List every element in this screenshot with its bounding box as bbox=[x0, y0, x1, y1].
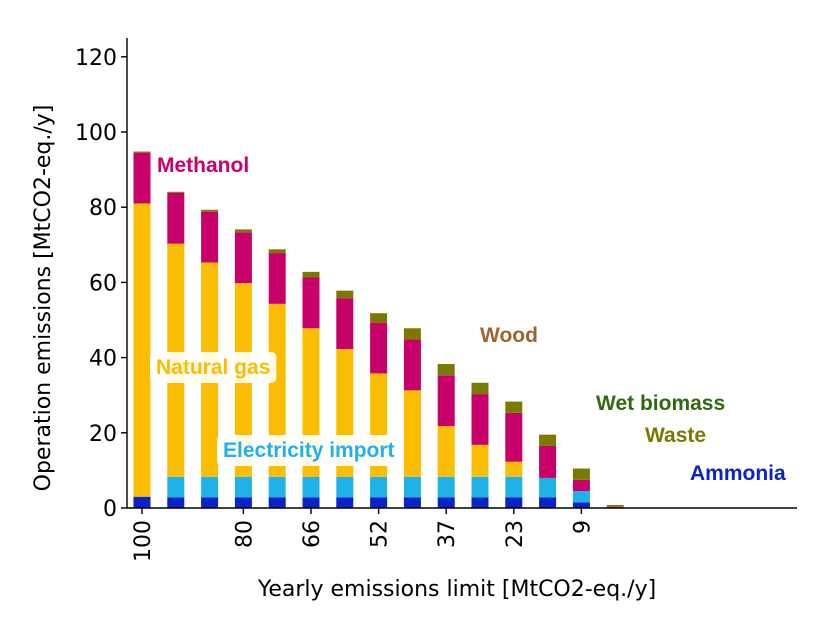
bar-waste-80 bbox=[234, 229, 252, 233]
annotation-box bbox=[217, 435, 401, 466]
bar-ammonia-93 bbox=[167, 497, 185, 508]
bar-electricity-import-30 bbox=[471, 476, 489, 498]
bar-electricity-import-66 bbox=[302, 476, 320, 498]
x-tick-label: 66 bbox=[300, 520, 325, 548]
annotation-methanol: Methanol bbox=[157, 154, 249, 177]
bar-ammonia-100 bbox=[133, 496, 151, 508]
bar-electricity-import-86 bbox=[201, 476, 219, 498]
annotations-group: Methanol Natural gas Electricity import Woo… bbox=[150, 154, 786, 485]
annotation-wet-biomass: Wet biomass bbox=[596, 392, 725, 415]
bar-methanol-52 bbox=[370, 322, 388, 374]
bar-methanol-93 bbox=[167, 192, 185, 244]
bar-waste-52 bbox=[370, 313, 388, 323]
x-tick-label: 23 bbox=[503, 520, 528, 548]
x-axis-label: Yearly emissions limit [MtCO2-eq./y] bbox=[257, 577, 656, 602]
bar-waste-37 bbox=[437, 363, 455, 376]
bar-ammonia-66 bbox=[302, 497, 320, 508]
bar-natural-gas-45 bbox=[403, 390, 421, 477]
bar-waste-9 bbox=[572, 468, 590, 480]
bar-ammonia-23 bbox=[505, 497, 523, 508]
x-tick-label: 52 bbox=[368, 520, 393, 548]
bar-methanol-73 bbox=[268, 253, 286, 304]
bar-methanol-9 bbox=[572, 479, 590, 492]
bar-methanol-66 bbox=[302, 277, 320, 329]
axes-group: 0 20 40 60 80 100 120 100 80 66 52 37 23 9 bbox=[75, 38, 797, 562]
y-tick-label: 20 bbox=[89, 422, 117, 447]
bar-ammonia-86 bbox=[201, 497, 219, 508]
bar-methanol-59 bbox=[336, 298, 354, 349]
bar-electricity-import-80 bbox=[234, 476, 252, 498]
bar-ammonia-37 bbox=[437, 497, 455, 508]
bar-methanol-37 bbox=[437, 375, 455, 427]
bar-electricity-import-93 bbox=[167, 476, 185, 498]
bar-natural-gas-30 bbox=[471, 444, 489, 477]
bar-waste-86 bbox=[201, 209, 219, 212]
y-tick-label: 60 bbox=[89, 271, 117, 296]
y-axis-label: Operation emissions [MtCO2-eq./y] bbox=[31, 105, 56, 492]
bar-methanol-23 bbox=[505, 412, 523, 462]
bar-wood-2 bbox=[606, 504, 624, 507]
bar-natural-gas-100 bbox=[133, 203, 151, 497]
bar-electricity-import-37 bbox=[437, 476, 455, 498]
bar-waste-30 bbox=[471, 382, 489, 395]
bar-ammonia-16 bbox=[539, 497, 557, 508]
bar-electricity-import-9 bbox=[572, 491, 590, 503]
bar-ammonia-45 bbox=[403, 497, 421, 508]
bar-electricity-import-52 bbox=[370, 476, 388, 498]
annotation-waste: Waste bbox=[645, 424, 706, 447]
y-tick-label: 0 bbox=[103, 497, 117, 522]
y-tick-label: 120 bbox=[75, 46, 117, 71]
x-tick-label: 80 bbox=[232, 520, 257, 548]
y-tick-label: 80 bbox=[89, 196, 117, 221]
bar-waste-59 bbox=[336, 290, 354, 299]
bar-electricity-import-59 bbox=[336, 476, 354, 498]
bar-ammonia-9 bbox=[572, 502, 590, 508]
bar-electricity-import-73 bbox=[268, 476, 286, 498]
bar-methanol-45 bbox=[403, 339, 421, 391]
bar-electricity-import-45 bbox=[403, 476, 421, 498]
x-tick-label: 100 bbox=[131, 520, 156, 562]
annotation-wood: Wood bbox=[480, 324, 538, 347]
annotation-ammonia: Ammonia bbox=[690, 462, 786, 485]
annotation-electricity-import: Electricity import bbox=[223, 439, 395, 462]
bar-waste-73 bbox=[268, 249, 286, 254]
bar-ammonia-80 bbox=[234, 497, 252, 508]
bar-methanol-86 bbox=[201, 211, 219, 263]
x-tick-label: 37 bbox=[435, 520, 460, 548]
bar-methanol-80 bbox=[234, 232, 252, 284]
bar-methanol-30 bbox=[471, 394, 489, 445]
bar-waste-23 bbox=[505, 401, 523, 413]
bar-ammonia-73 bbox=[268, 497, 286, 508]
y-tick-label: 100 bbox=[75, 121, 117, 146]
bar-waste-66 bbox=[302, 271, 320, 278]
bar-waste-93 bbox=[167, 191, 185, 193]
bar-natural-gas-37 bbox=[437, 426, 455, 477]
bar-waste-45 bbox=[403, 328, 421, 340]
bar-waste-16 bbox=[539, 434, 557, 446]
bar-ammonia-52 bbox=[370, 497, 388, 508]
y-tick-label: 40 bbox=[89, 347, 117, 372]
x-tick-label: 9 bbox=[570, 520, 595, 534]
bar-electricity-import-23 bbox=[505, 476, 523, 498]
bar-electricity-import-16 bbox=[539, 477, 557, 498]
annotation-box bbox=[150, 352, 277, 383]
bar-natural-gas-23 bbox=[505, 461, 523, 477]
bar-natural-gas-73 bbox=[268, 303, 286, 477]
bar-methanol-100 bbox=[133, 152, 151, 204]
bar-methanol-16 bbox=[539, 445, 557, 478]
bar-ammonia-30 bbox=[471, 497, 489, 508]
bar-waste-100 bbox=[133, 151, 151, 153]
annotation-natural-gas: Natural gas bbox=[156, 356, 270, 379]
bar-ammonia-59 bbox=[336, 497, 354, 508]
